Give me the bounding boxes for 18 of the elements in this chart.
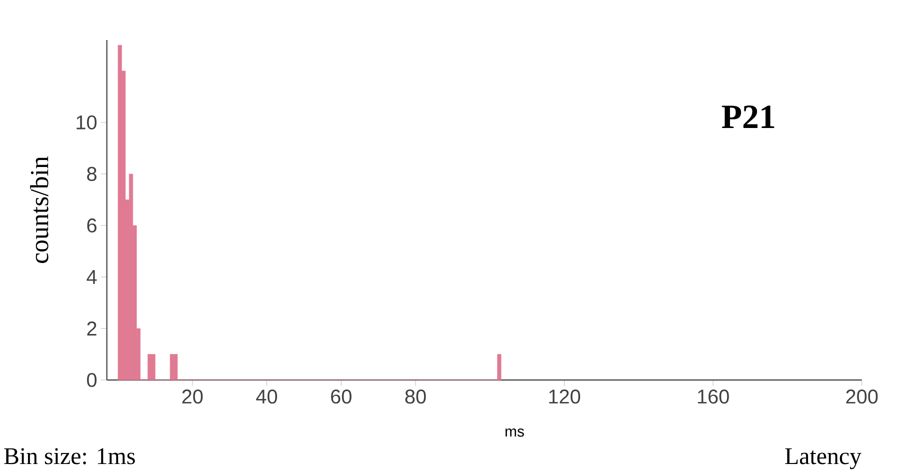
- y-tick-label: 2: [87, 322, 96, 336]
- x-tick-label: 20: [182, 390, 203, 404]
- text: Latency: [785, 448, 862, 470]
- y-tick-label: 0: [87, 372, 97, 388]
- y-tick-label: 8: [87, 166, 96, 181]
- y-tick-label: 6: [87, 218, 96, 232]
- x-tick-label: 60: [331, 390, 352, 404]
- text: Bin size: 1ms: [4, 448, 135, 464]
- x-tick-label: 40: [256, 390, 278, 404]
- x-tick-label: 80: [405, 390, 426, 404]
- y-axis-title: counts/bin: [30, 156, 48, 263]
- y-tick-label: 4: [86, 270, 97, 284]
- text: P21: [722, 106, 774, 128]
- x-axis-title: ms: [506, 428, 524, 437]
- y-tick-label: 10: [76, 115, 97, 130]
- x-tick-label: 200: [846, 390, 878, 404]
- x-tick-label: 160: [698, 390, 729, 404]
- x-tick-label: 120: [549, 390, 580, 404]
